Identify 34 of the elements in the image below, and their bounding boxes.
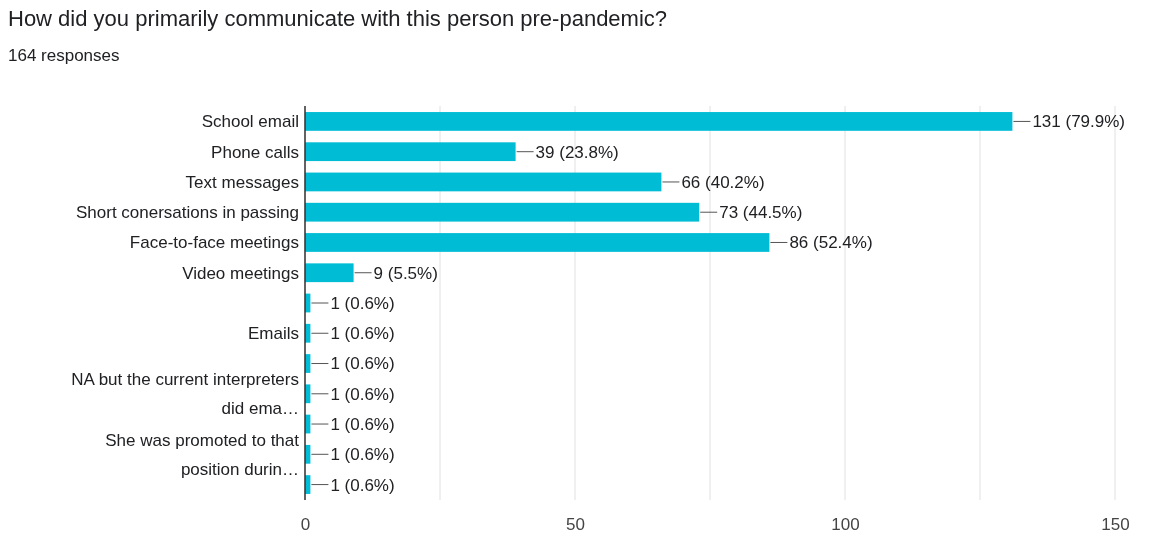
data-label: 73 (44.5%): [719, 203, 803, 223]
data-label: 39 (23.8%): [535, 142, 619, 162]
y-tick-label: Face-to-face meetings: [129, 233, 299, 253]
x-tick-label: 50: [566, 515, 585, 535]
data-label: 1 (0.6%): [330, 384, 395, 404]
data-label: 66 (40.2%): [681, 172, 765, 192]
y-tick-label: School email: [201, 112, 299, 132]
x-tick-label: 0: [300, 515, 311, 535]
data-label: 131 (79.9%): [1032, 112, 1126, 132]
data-label: 1 (0.6%): [330, 414, 395, 434]
data-label: 1 (0.6%): [330, 475, 395, 495]
data-label: 1 (0.6%): [330, 324, 395, 344]
x-tick-label: 150: [1101, 515, 1130, 535]
x-tick-label: 100: [831, 515, 860, 535]
data-label: 86 (52.4%): [789, 233, 873, 253]
chart-title: How did you primarily communicate with this person pre-pandemic?: [8, 6, 668, 31]
bar: [305, 263, 354, 283]
data-label: 1 (0.6%): [330, 445, 395, 465]
y-tick-label: NA but the current interpreters did ema…: [71, 370, 299, 419]
text: 164 responses: [8, 46, 120, 65]
bar: [305, 233, 770, 252]
data-label: 9 (5.5%): [373, 263, 438, 283]
y-tick-label: Short conersations in passing: [75, 203, 299, 223]
y-tick-label: She was promoted to that position durin…: [105, 430, 300, 479]
bar: [305, 112, 1013, 131]
data-label: 1 (0.6%): [330, 293, 395, 313]
bar: [305, 142, 516, 162]
y-tick-label: Text messages: [185, 172, 299, 192]
bar: [305, 202, 700, 222]
bar: [305, 172, 662, 192]
y-tick-label: Video meetings: [182, 263, 299, 283]
y-tick-label: Emails: [247, 324, 299, 344]
y-tick-label: Phone calls: [211, 142, 299, 162]
data-label: 1 (0.6%): [330, 354, 395, 374]
